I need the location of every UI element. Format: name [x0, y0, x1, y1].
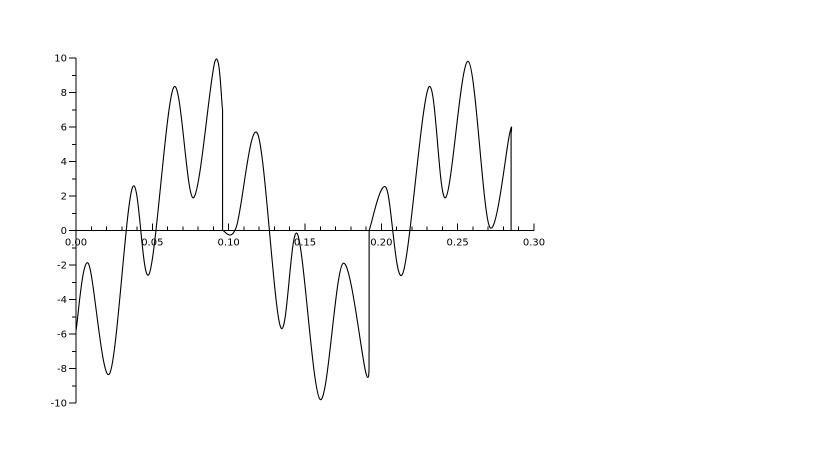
y-tick-label: -2	[57, 261, 67, 272]
y-tick-label: 0	[61, 226, 67, 237]
tick-label-layer: 0.00 0.05 0.10 0.15 0.20 0.25 0.30 10 8 6 4 2 0 -2 -4 -…	[51, 54, 545, 410]
y-tick-label: -8	[57, 364, 67, 375]
x-tick-label: 0.00	[65, 238, 87, 249]
y-tick-label: 8	[61, 88, 67, 99]
y-tick-label: -6	[57, 330, 67, 341]
x-tick-label: 0.10	[218, 238, 240, 249]
x-tick-label: 0.05	[141, 238, 163, 249]
series-line-0	[75, 58, 513, 401]
y-tick-label: -4	[57, 295, 67, 306]
y-tick-label: 6	[61, 123, 67, 134]
x-tick-label: 0.15	[294, 238, 316, 249]
series-layer	[75, 58, 513, 401]
y-tick-label: 4	[61, 157, 67, 168]
x-tick-label: 0.30	[523, 238, 545, 249]
y-tick-label: 10	[54, 54, 67, 65]
y-tick-label: -10	[51, 399, 67, 410]
y-tick-label: 2	[61, 192, 67, 203]
x-tick-label: 0.20	[370, 238, 392, 249]
x-tick-label: 0.25	[447, 238, 469, 249]
tick-layer	[69, 57, 535, 404]
